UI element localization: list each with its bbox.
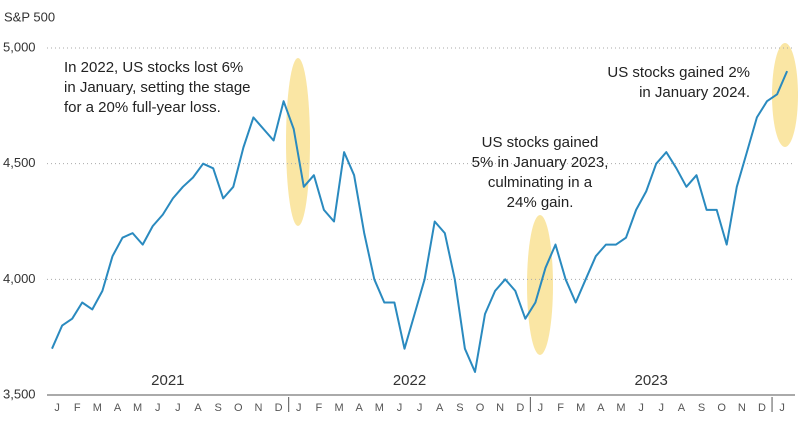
x-tick-label: M bbox=[334, 402, 343, 414]
x-tick-label: J bbox=[296, 402, 302, 414]
annotation: US stocks gained 2% bbox=[607, 64, 750, 81]
annotation: US stocks gained bbox=[482, 134, 599, 151]
highlight bbox=[772, 43, 798, 147]
y-tick-label: 4,000 bbox=[3, 271, 36, 286]
x-tick-label: M bbox=[375, 402, 384, 414]
price-line bbox=[51, 70, 789, 373]
x-tick-label: A bbox=[194, 402, 202, 414]
y-axis-label: S&P 500 bbox=[4, 9, 55, 24]
x-tick-label: A bbox=[114, 402, 122, 414]
y-tick-label: 4,500 bbox=[3, 155, 36, 170]
x-tick-label: J bbox=[417, 402, 423, 414]
x-tick-label: M bbox=[616, 402, 625, 414]
x-tick-label: J bbox=[155, 402, 161, 414]
x-tick-label: A bbox=[678, 402, 686, 414]
x-tick-label: J bbox=[397, 402, 403, 414]
x-tick-label: J bbox=[638, 402, 644, 414]
x-tick-label: D bbox=[275, 402, 283, 414]
x-tick-label: M bbox=[576, 402, 585, 414]
annotation: for a 20% full-year loss. bbox=[64, 99, 221, 116]
x-tick-label: O bbox=[476, 402, 485, 414]
x-tick-label: J bbox=[175, 402, 181, 414]
x-tick-label: S bbox=[698, 402, 705, 414]
x-tick-label: J bbox=[54, 402, 60, 414]
year-label: 2021 bbox=[151, 372, 184, 389]
x-tick-label: A bbox=[355, 402, 363, 414]
x-tick-label: A bbox=[597, 402, 605, 414]
x-tick-label: N bbox=[254, 402, 262, 414]
annotation: In 2022, US stocks lost 6% bbox=[64, 59, 243, 76]
x-tick-label: J bbox=[659, 402, 665, 414]
annotation: in January, setting the stage bbox=[64, 79, 251, 96]
annotation: 24% gain. bbox=[507, 194, 574, 211]
y-tick-label: 5,000 bbox=[3, 39, 36, 54]
year-label: 2023 bbox=[635, 372, 668, 389]
x-tick-label: O bbox=[234, 402, 243, 414]
highlight bbox=[286, 58, 310, 226]
x-tick-label: S bbox=[456, 402, 463, 414]
x-tick-label: F bbox=[74, 402, 81, 414]
x-tick-label: J bbox=[538, 402, 544, 414]
annotation: culminating in a bbox=[488, 174, 593, 191]
x-tick-label: D bbox=[758, 402, 766, 414]
x-tick-label: D bbox=[516, 402, 524, 414]
x-tick-label: O bbox=[717, 402, 726, 414]
x-tick-label: M bbox=[133, 402, 142, 414]
x-tick-label: J bbox=[779, 402, 785, 414]
x-tick-label: S bbox=[215, 402, 222, 414]
annotation: 5% in January 2023, bbox=[472, 154, 609, 171]
x-tick-label: N bbox=[496, 402, 504, 414]
x-tick-label: A bbox=[436, 402, 444, 414]
x-tick-label: F bbox=[557, 402, 564, 414]
x-tick-label: N bbox=[738, 402, 746, 414]
y-tick-label: 3,500 bbox=[3, 386, 36, 401]
x-tick-label: M bbox=[93, 402, 102, 414]
year-label: 2022 bbox=[393, 372, 426, 389]
x-tick-label: F bbox=[316, 402, 323, 414]
annotation: in January 2024. bbox=[639, 84, 750, 101]
